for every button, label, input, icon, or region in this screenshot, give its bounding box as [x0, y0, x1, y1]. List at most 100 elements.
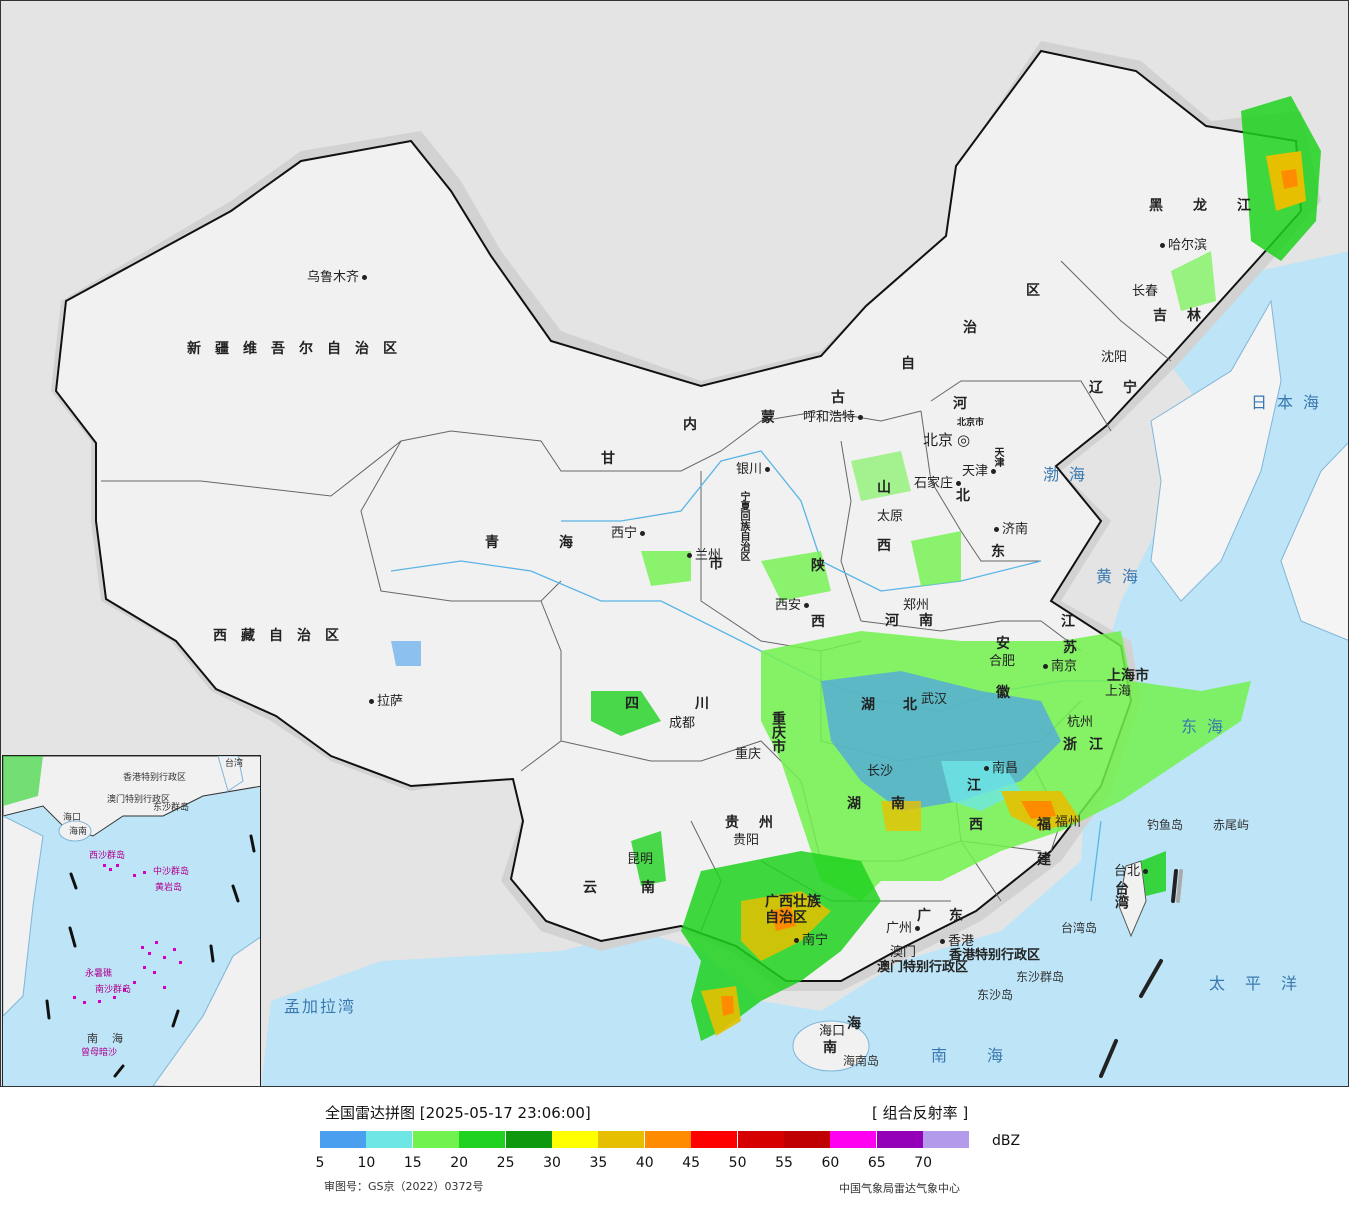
legend-swatch — [784, 1131, 830, 1148]
province-jilin: 吉林 — [1153, 308, 1221, 324]
city-fuzhou[interactable]: 福州 — [1055, 815, 1082, 830]
province-hunan-1: 湖 — [847, 796, 875, 812]
province-anhui-1: 安 — [996, 636, 1024, 652]
south-china-sea-inset[interactable]: 南海 海口 西沙群岛 中沙群岛 黄岩岛 永暑礁 南沙群岛 曾母暗沙 东沙群岛 台… — [2, 755, 261, 1086]
legend-unit: dBZ — [992, 1133, 1021, 1149]
legend-swatch — [737, 1131, 784, 1148]
province-shanghai: 上海市 — [1107, 668, 1149, 684]
city-shenyang[interactable]: 沈阳 — [1101, 350, 1128, 365]
boundary-dashes-halo — [1176, 869, 1183, 903]
city-nanjing[interactable]: 南京 — [1040, 660, 1077, 673]
city-beijing[interactable]: 北京 ◎ — [923, 431, 971, 449]
city-shijiazhuang[interactable]: 石家庄 — [914, 477, 964, 490]
province-sichuan-2: 川 — [695, 696, 723, 712]
city-taipei[interactable]: 台北 — [1114, 865, 1151, 878]
city-jinan[interactable]: 济南 — [991, 523, 1028, 536]
city-yinchuan[interactable]: 银川 — [736, 463, 773, 476]
city-harbin[interactable]: 哈尔滨 — [1157, 239, 1207, 252]
legend-swatch — [830, 1131, 877, 1148]
city-nanning[interactable]: 南宁 — [791, 934, 828, 947]
island-dongsha: 东沙岛 — [977, 988, 1014, 1002]
province-taiwan: 台湾 — [1113, 881, 1129, 909]
city-tianjin[interactable]: 天津 — [962, 465, 999, 478]
city-guiyang[interactable]: 贵阳 — [733, 833, 760, 848]
city-urumqi[interactable]: 乌鲁木齐 — [307, 271, 370, 284]
province-heilongjiang: 黑龙江 — [1149, 198, 1281, 214]
province-hubei-1: 湖 — [861, 697, 889, 713]
province-neimenggu-1: 内 — [683, 417, 711, 433]
island-chiwei: 赤尾屿 — [1213, 818, 1250, 832]
legend-swatch — [876, 1131, 923, 1148]
city-lanzhou[interactable]: 兰州 — [684, 549, 721, 562]
legend-tick-label: 50 — [728, 1155, 747, 1171]
province-ningxia: 宁夏回族自治区 — [738, 491, 749, 561]
map-approval-number: 审图号：GS京（2022）0372号 — [324, 1180, 484, 1193]
legend-tick-label: 60 — [821, 1155, 840, 1171]
province-shaanxi-2: 西 — [811, 614, 839, 630]
legend-swatch — [320, 1131, 366, 1148]
province-sichuan-1: 四 — [625, 696, 653, 712]
province-anhui-2: 徽 — [996, 685, 1024, 701]
sea-japan: 日本海 — [1251, 393, 1330, 412]
city-chongqing[interactable]: 重庆 — [735, 747, 762, 762]
city-haikou[interactable]: 海口 — [819, 1024, 846, 1039]
city-nanchang[interactable]: 南昌 — [981, 762, 1018, 775]
map-canvas — [1, 1, 1348, 1086]
city-xining[interactable]: 西宁 — [611, 527, 648, 540]
city-xian[interactable]: 西安 — [775, 599, 812, 612]
city-lhasa[interactable]: 拉萨 — [366, 695, 403, 708]
legend-swatch — [366, 1131, 413, 1148]
province-neimenggu-6: 区 — [1026, 283, 1054, 299]
radar-map[interactable]: 新疆维吾尔自治区 西藏自治区 青海 甘 内 蒙 古 自 治 区 黑龙江 吉林 辽… — [0, 0, 1349, 1087]
island-hainan: 海南岛 — [843, 1054, 880, 1068]
province-beijing: 北京市 — [957, 418, 985, 428]
city-changchun[interactable]: 长春 — [1132, 284, 1159, 299]
province-qinghai: 青海 — [485, 535, 633, 551]
city-chengdu[interactable]: 成都 — [669, 716, 696, 731]
city-shanghai[interactable]: 上海 — [1105, 684, 1132, 699]
province-fujian-1: 福 — [1037, 817, 1065, 833]
province-jiangsu-2: 苏 — [1063, 640, 1091, 656]
sea-donghai: 东海 — [1181, 717, 1234, 736]
sea-pacific: 太平洋 — [1209, 974, 1318, 993]
inset-label-huangyan: 黄岩岛 — [155, 883, 183, 893]
province-neimenggu-2: 蒙 — [761, 410, 789, 426]
legend-swatch — [412, 1131, 459, 1148]
city-taiyuan[interactable]: 太原 — [877, 509, 904, 524]
city-macau[interactable]: 澳门 — [890, 945, 917, 960]
legend-swatch — [505, 1131, 552, 1148]
legend-tick-label: 35 — [589, 1155, 608, 1171]
inset-label-yongshu: 永暑礁 — [85, 969, 113, 979]
city-guangzhou[interactable]: 广州 — [886, 922, 923, 935]
province-shaanxi-1: 陕 — [811, 558, 839, 574]
legend-title: 全国雷达拼图 [2025-05-17 23:06:00] — [325, 1104, 591, 1122]
legend-tick-label: 40 — [635, 1155, 654, 1171]
city-hongkong[interactable]: 香港 — [937, 935, 974, 948]
province-henan: 河南 — [885, 613, 953, 629]
legend-swatch — [552, 1131, 598, 1148]
city-kunming[interactable]: 昆明 — [627, 852, 654, 867]
city-hangzhou[interactable]: 杭州 — [1067, 715, 1094, 730]
japan — [1280, 442, 1348, 641]
city-changsha[interactable]: 长沙 — [867, 764, 894, 779]
legend-tick-label: 65 — [867, 1155, 886, 1171]
inset-label-taiwan: 台湾 — [225, 759, 244, 769]
data-source: 中国气象局雷达气象中心 — [839, 1182, 960, 1195]
province-guangdong: 广东 — [917, 908, 981, 924]
province-neimenggu-5: 治 — [963, 320, 991, 336]
city-hohhot[interactable]: 呼和浩特 — [803, 411, 866, 424]
province-xinjiang: 新疆维吾尔自治区 — [187, 341, 411, 357]
city-hefei[interactable]: 合肥 — [989, 654, 1016, 669]
ocean — [261, 251, 1348, 1086]
inset-label-nansha: 南沙群岛 — [95, 985, 132, 995]
city-wuhan[interactable]: 武汉 — [921, 692, 948, 707]
province-zhejiang-1: 浙 — [1063, 737, 1091, 753]
legend-swatch — [923, 1131, 970, 1148]
island-diaoyu: 钓鱼岛 — [1147, 818, 1184, 832]
province-fujian-2: 建 — [1037, 852, 1065, 868]
inset-label-macau: 澳门特别行政区 — [107, 795, 171, 805]
city-zhengzhou[interactable]: 郑州 — [903, 598, 930, 613]
province-hainan-2: 南 — [823, 1040, 851, 1056]
legend-tick-label: 25 — [496, 1155, 515, 1171]
province-chongqing: 重庆市 — [770, 711, 786, 753]
